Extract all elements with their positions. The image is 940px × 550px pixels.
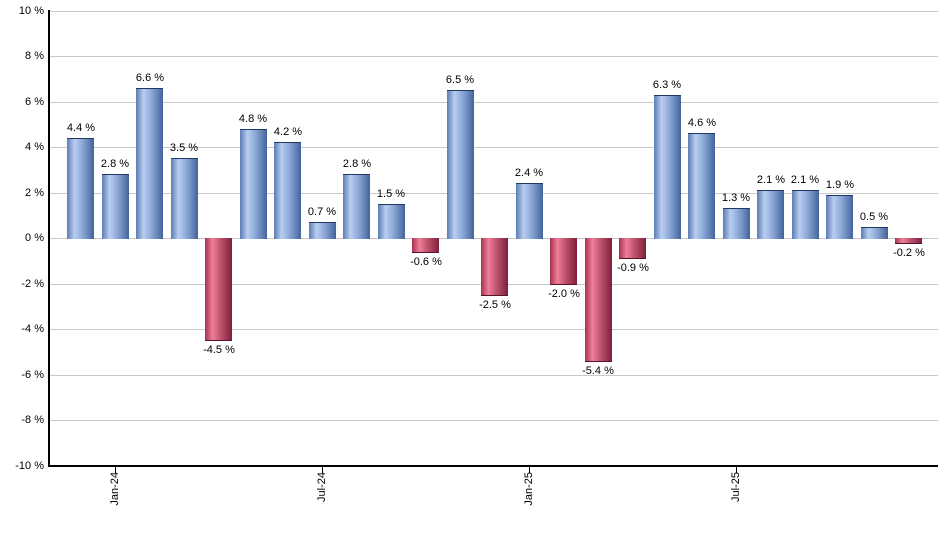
bar-value-label: 1.5 %: [376, 188, 406, 200]
bar-oct-25[interactable]: [826, 195, 853, 239]
gridline: [50, 102, 938, 103]
bar-value-label: 6.3 %: [652, 79, 682, 91]
bar-jun-25[interactable]: [688, 133, 715, 239]
bar-nov-24[interactable]: [447, 90, 474, 239]
bar-value-label: -0.9 %: [617, 262, 649, 274]
bar-jun-24[interactable]: [274, 142, 301, 239]
bar-aug-25[interactable]: [757, 190, 784, 239]
bar-feb-24[interactable]: [136, 88, 163, 239]
bar-dec-23[interactable]: [67, 138, 94, 239]
bar-aug-24[interactable]: [343, 174, 370, 239]
bar-value-label: -0.2 %: [893, 247, 925, 259]
x-axis-tick: [736, 467, 737, 473]
x-axis-tick: [529, 467, 530, 473]
bar-dec-25[interactable]: [895, 238, 922, 244]
bar-jan-24[interactable]: [102, 174, 129, 239]
y-axis-tick-label: -2 %: [21, 278, 44, 290]
y-axis-tick-label: 8 %: [25, 50, 44, 62]
gridline: [50, 420, 938, 421]
y-axis-tick-label: -10 %: [15, 460, 44, 472]
bar-sep-25[interactable]: [792, 190, 819, 239]
gridline: [50, 193, 938, 194]
bar-oct-24[interactable]: [412, 238, 439, 253]
gridline: [50, 147, 938, 148]
x-axis-tick-label: Jul-25: [730, 472, 742, 502]
bar-value-label: 2.4 %: [514, 167, 544, 179]
bar-value-label: 6.5 %: [445, 74, 475, 86]
bar-value-label: 2.1 %: [790, 174, 820, 186]
y-axis-tick-label: 6 %: [25, 96, 44, 108]
bar-value-label: 4.4 %: [66, 122, 96, 134]
bar-value-label: 3.5 %: [169, 142, 199, 154]
x-axis-tick: [115, 467, 116, 473]
bar-value-label: -4.5 %: [203, 344, 235, 356]
bar-value-label: 4.6 %: [687, 117, 717, 129]
gridline: [50, 329, 938, 330]
gridline: [50, 375, 938, 376]
bar-value-label: 2.1 %: [756, 174, 786, 186]
bar-value-label: 4.8 %: [238, 113, 268, 125]
bar-value-label: 2.8 %: [100, 158, 130, 170]
x-axis-line: [48, 465, 938, 467]
bar-value-label: 1.9 %: [825, 179, 855, 191]
bar-apr-24[interactable]: [205, 238, 232, 341]
x-axis-tick: [322, 467, 323, 473]
y-axis-tick-label: 10 %: [18, 5, 44, 17]
y-axis-tick-label: -6 %: [21, 369, 44, 381]
gridline: [50, 11, 938, 12]
bar-apr-25[interactable]: [619, 238, 646, 259]
y-axis-line: [48, 10, 50, 467]
bar-value-label: 2.8 %: [342, 158, 372, 170]
y-axis-tick-label: 0 %: [25, 232, 44, 244]
bar-value-label: 6.6 %: [135, 72, 165, 84]
bar-value-label: -0.6 %: [410, 256, 442, 268]
bar-sep-24[interactable]: [378, 204, 405, 239]
bar-may-24[interactable]: [240, 129, 267, 239]
bar-may-25[interactable]: [654, 95, 681, 239]
bar-value-label: 1.3 %: [721, 192, 751, 204]
y-axis-tick-label: 2 %: [25, 187, 44, 199]
y-axis-tick-label: -4 %: [21, 323, 44, 335]
x-axis-tick-label: Jan-24: [109, 472, 121, 506]
bar-feb-25[interactable]: [550, 238, 577, 285]
y-axis-tick-label: -8 %: [21, 414, 44, 426]
bar-jan-25[interactable]: [516, 183, 543, 239]
bar-value-label: -2.0 %: [548, 288, 580, 300]
bar-value-label: -5.4 %: [582, 365, 614, 377]
bar-value-label: -2.5 %: [479, 299, 511, 311]
y-axis-tick-label: 4 %: [25, 141, 44, 153]
bar-jul-24[interactable]: [309, 222, 336, 239]
bar-nov-25[interactable]: [861, 227, 888, 239]
bar-mar-24[interactable]: [171, 158, 198, 239]
bar-mar-25[interactable]: [585, 238, 612, 362]
bar-value-label: 0.7 %: [307, 206, 337, 218]
gridline: [50, 56, 938, 57]
x-axis-tick-label: Jul-24: [316, 472, 328, 502]
bar-value-label: 4.2 %: [273, 126, 303, 138]
bar-value-label: 0.5 %: [859, 211, 889, 223]
x-axis-tick-label: Jan-25: [523, 472, 535, 506]
bar-dec-24[interactable]: [481, 238, 508, 296]
bar-jul-25[interactable]: [723, 208, 750, 239]
